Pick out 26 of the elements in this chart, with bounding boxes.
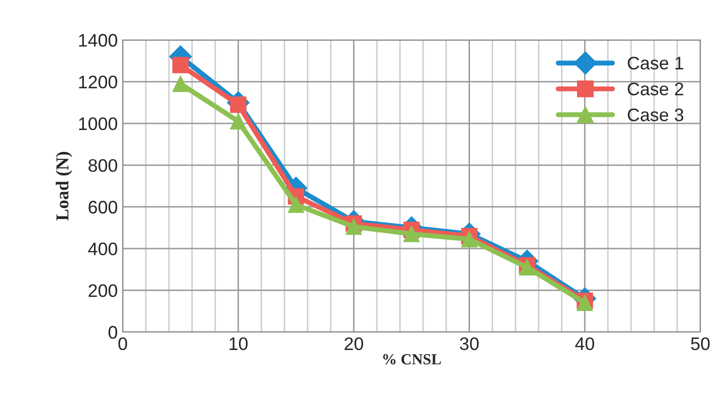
legend-label: Case 1 [628,56,684,70]
y-tick-label: 400 [88,242,118,256]
x-axis-title: % CNSL [383,354,441,364]
point [288,196,304,213]
legend-label: Case 2 [628,82,684,96]
y-tick-label: 1400 [79,34,118,47]
y-tick-label: 0 [108,326,118,339]
x-tick-label: 50 [691,337,710,350]
point [230,113,246,130]
point [403,226,420,242]
legend-label: Case 3 [628,108,684,122]
x-tick-label: 30 [460,337,479,350]
x-tick-label: 10 [230,337,248,350]
x-tick-label: 40 [575,337,594,350]
y-tick-label: 800 [88,159,118,172]
x-tick-label: 0 [118,337,128,350]
point [172,56,189,74]
y-axis-title: Load (N) [56,152,72,221]
y-tick-label: 200 [88,284,118,298]
point [346,218,362,235]
point [172,76,189,92]
point [461,231,478,248]
y-tick-label: 600 [88,200,118,214]
x-tick-label: 20 [344,337,364,350]
y-tick-label: 1000 [79,117,118,130]
y-tick-label: 1200 [79,76,118,88]
